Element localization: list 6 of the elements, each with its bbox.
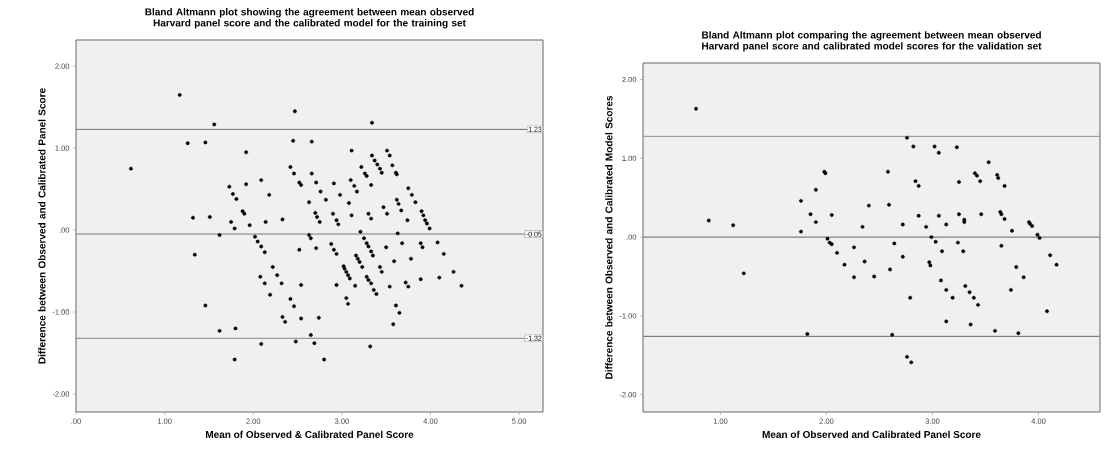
chart-title: Bland Altmann plot comparing the agreement between mean observed Harvard panel score and calibrated model scores for the validation set [702, 31, 1042, 52]
chart-title: Bland Altmann plot showing the agreement between mean observed Harvard panel score and the calibrated model for the training set [145, 8, 474, 29]
y-axis-title: Difference between Observed and Calibrated Model Scores [605, 95, 613, 379]
y-axis-title: Difference between Observed and Calibrated Panel Score [38, 88, 46, 364]
x-axis-title: Mean of Observed & Calibrated Panel Score [205, 430, 414, 439]
x-axis-title: Mean of Observed and Calibrated Panel Score [762, 430, 981, 439]
